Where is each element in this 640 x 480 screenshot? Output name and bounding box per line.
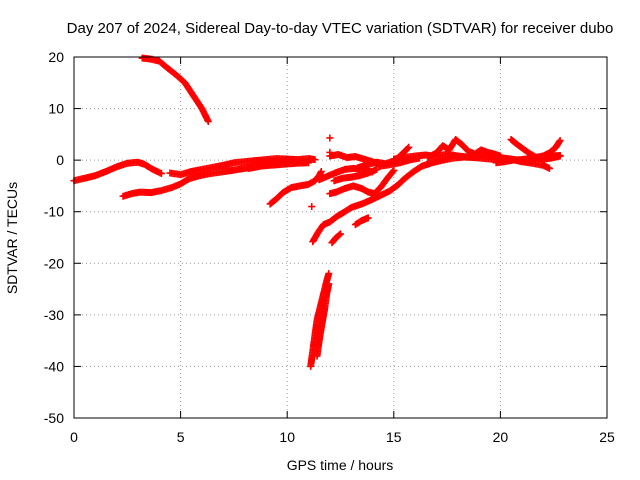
y-tick-label: 20 [48, 49, 64, 65]
data-point [311, 156, 319, 164]
series-track-g [308, 203, 316, 211]
x-tick-label: 10 [279, 429, 295, 445]
data-point [556, 152, 564, 160]
data-point [404, 144, 412, 152]
data-point [325, 270, 333, 278]
series-track-j [328, 230, 344, 247]
data-point [405, 143, 413, 151]
data-point [317, 167, 325, 175]
x-axis-label: GPS time / hours [287, 457, 394, 473]
y-tick-label: 0 [56, 152, 64, 168]
series-track-e [266, 167, 325, 208]
series-track-n [330, 165, 381, 185]
x-tick-label: 5 [177, 429, 185, 445]
x-tick-label: 20 [493, 429, 509, 445]
axis-ticks [73, 56, 608, 419]
series-track-o [351, 214, 372, 229]
x-tick-label: 15 [386, 429, 402, 445]
y-tick-label: -30 [44, 307, 64, 323]
x-tick-label: 0 [70, 429, 78, 445]
series-track-a [70, 158, 165, 185]
y-tick-label: -10 [44, 204, 64, 220]
axis-tick-labels: 0 5 10 15 20 25 -50 -40 -30 -20 -10 0 10 20 [44, 49, 615, 445]
data-markers [70, 54, 564, 370]
y-tick-label: 10 [48, 101, 64, 117]
series-track-m [326, 166, 398, 198]
data-point [308, 203, 316, 211]
data-point [325, 280, 333, 288]
y-axis-label: SDTVAR / TECUs [4, 182, 20, 294]
plot-border [73, 56, 608, 419]
y-tick-label: -20 [44, 255, 64, 271]
data-point [390, 166, 398, 174]
data-point [545, 164, 553, 172]
data-point [279, 158, 287, 166]
series-track-d [138, 54, 212, 125]
series-track-i [309, 153, 500, 246]
data-point [335, 231, 343, 239]
y-tick-label: -50 [44, 410, 64, 426]
data-point [555, 138, 563, 146]
data-point [157, 170, 165, 178]
x-tick-label: 25 [599, 429, 615, 445]
data-point [204, 117, 212, 125]
series-track-v [496, 152, 564, 165]
grid [74, 57, 607, 418]
y-tick-label: -40 [44, 358, 64, 374]
data-point [389, 168, 397, 176]
chart-title: Day 207 of 2024, Sidereal Day-to-day VTE… [67, 20, 614, 37]
data-point [556, 137, 564, 145]
data-point [337, 230, 344, 238]
data-point [326, 134, 334, 142]
data-point [364, 214, 372, 222]
series-track-x [313, 280, 333, 360]
series-track-f [245, 158, 287, 172]
